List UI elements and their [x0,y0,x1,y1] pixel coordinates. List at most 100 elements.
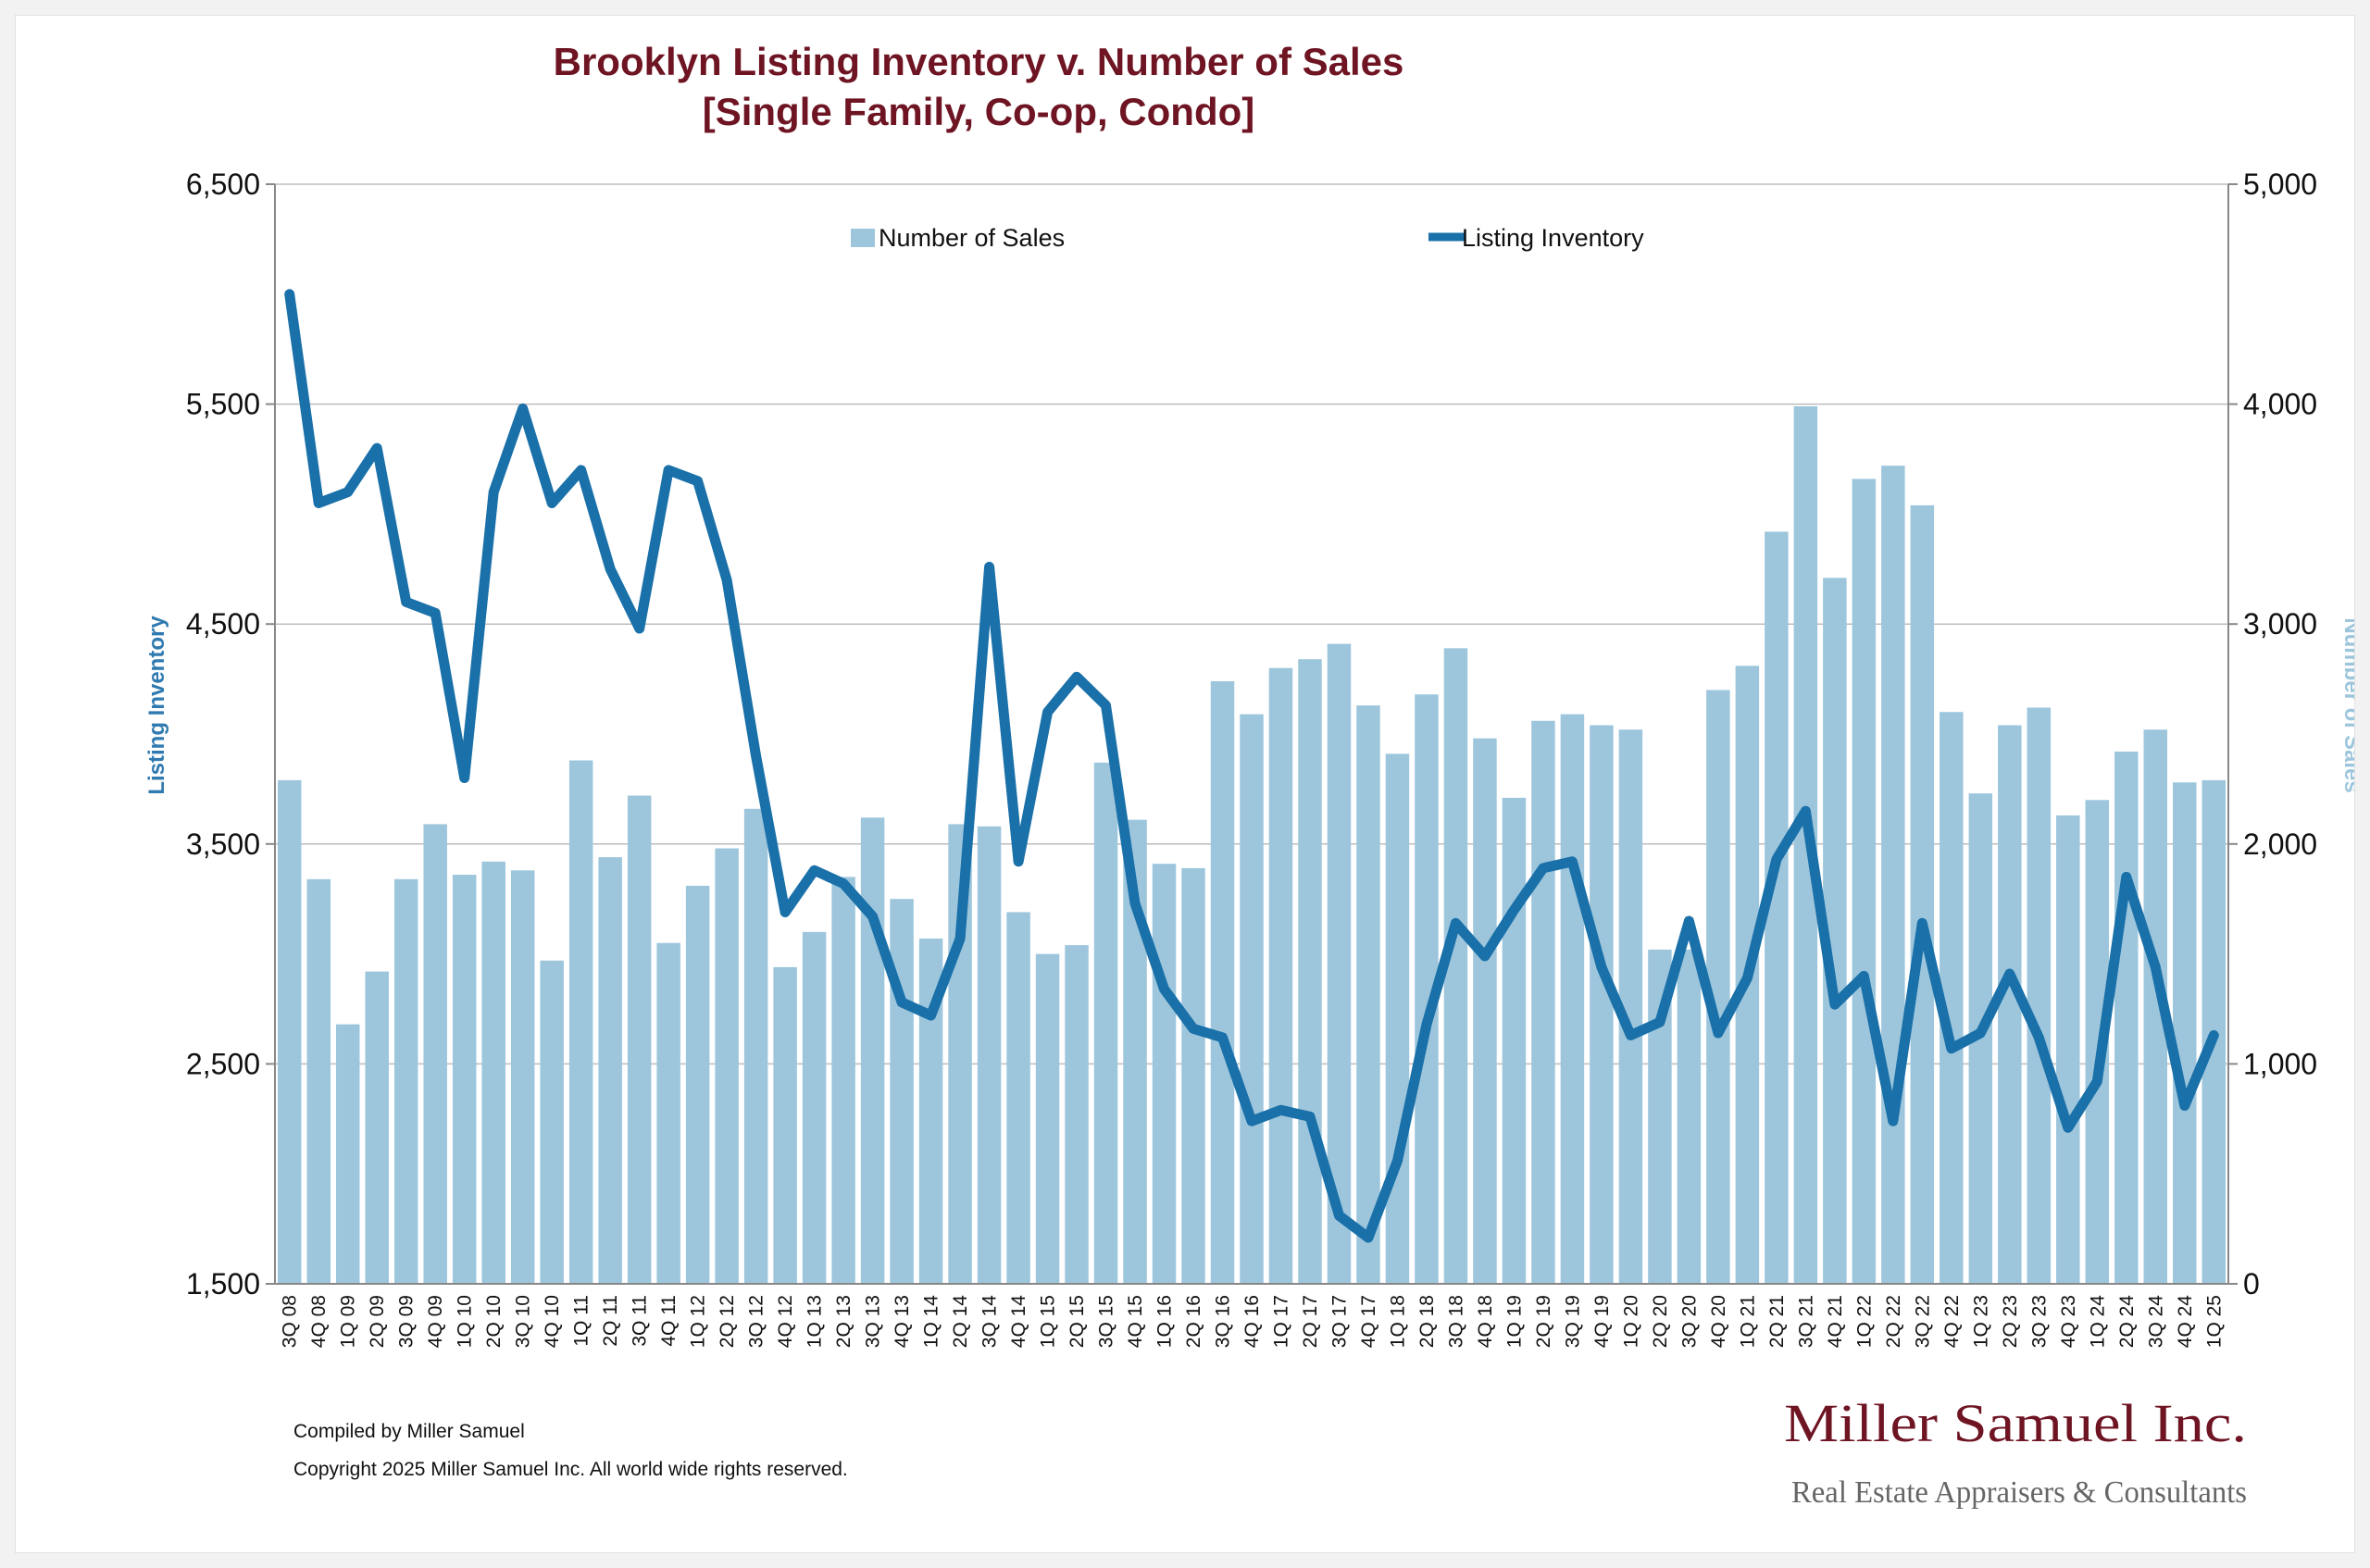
bar-4q-14 [1006,912,1030,1284]
point-4q-11 [667,469,669,471]
axes [266,183,2238,1285]
bar-1q-11 [568,760,593,1284]
point-3q-12 [755,755,757,757]
x-tick-label: 1Q 11 [571,1295,592,1347]
point-1q-23 [1979,1032,1981,1034]
bar-1q-09 [335,1024,360,1284]
x-tick-label: 4Q 16 [1241,1295,1263,1348]
point-1q-18 [1396,1160,1398,1162]
bar-3q-16 [1210,680,1235,1284]
x-tick-label: 4Q 09 [425,1295,446,1348]
bar-2q-11 [598,857,622,1284]
bar-series-number-of-sales [278,405,2226,1284]
point-4q-20 [1717,1032,1719,1034]
x-tick-label: 1Q 14 [921,1295,942,1349]
x-tick-label: 3Q 23 [2028,1295,2050,1348]
left-tick-label: 2,500 [186,1047,260,1080]
bar-2q-17 [1298,659,1322,1284]
chart-card: Brooklyn Listing Inventory v. Number of … [15,15,2355,1553]
x-tick-label: 1Q 09 [338,1295,359,1348]
point-4q-16 [1251,1120,1253,1122]
point-3q-17 [1338,1214,1340,1216]
point-4q-21 [1834,1003,1836,1005]
bar-1q-12 [685,885,710,1284]
x-tick-label: 2Q 09 [367,1295,388,1348]
point-3q-13 [872,915,874,917]
point-3q-09 [405,601,407,603]
point-3q-10 [522,407,524,409]
point-3q-16 [1222,1037,1224,1039]
point-3q-14 [989,566,991,567]
bar-3q-09 [393,878,418,1284]
right-tick-label: 0 [2243,1267,2260,1300]
x-tick-label: 3Q 10 [513,1295,534,1348]
left-tick-label: 5,500 [186,388,260,421]
point-3q-20 [1688,920,1690,922]
bar-2q-13 [831,877,855,1284]
x-tick-label: 1Q 12 [688,1295,709,1348]
point-2q-16 [1192,1027,1194,1029]
x-tick-label: 3Q 12 [746,1295,767,1348]
footer-copyright: Copyright 2025 Miller Samuel Inc. All wo… [293,1459,848,1480]
bar-1q-16 [1152,864,1177,1284]
bar-3q-08 [278,779,302,1284]
x-tick-label: 3Q 17 [1329,1295,1351,1348]
legend-label-number-of-sales: Number of Sales [879,224,1065,252]
x-tick-label: 2Q 11 [600,1295,621,1347]
x-tick-label: 1Q 23 [1970,1295,1991,1348]
x-tick-label: 1Q 20 [1620,1295,1641,1348]
point-1q-14 [930,1014,932,1016]
x-tick-label: 1Q 10 [455,1295,476,1348]
bar-4q-11 [656,942,680,1284]
point-1q-21 [1746,977,1748,979]
point-2q-22 [1892,1120,1894,1122]
x-tick-label: 1Q 19 [1503,1295,1525,1348]
legend-swatch-number-of-sales [851,229,875,247]
bar-4q-12 [773,966,797,1284]
x-axis-ticks: 3Q 08 4Q 08 1Q 09 2Q 09 3Q 09 4Q 09 1Q 10 2Q 10… [280,1295,2226,1349]
company-logo: Miller Samuel Inc. Real Estate Appraiser… [1784,1393,2247,1510]
x-tick-label: 1Q 21 [1737,1295,1758,1348]
point-4q-24 [2184,1105,2186,1107]
chart-title-line2: [Single Family, Co-op, Condo] [703,90,1255,133]
bar-3q-19 [1560,714,1585,1284]
bar-3q-15 [1093,762,1118,1284]
bar-1q-15 [1035,953,1060,1284]
bar-4q-19 [1590,725,1614,1284]
point-3q-15 [1105,704,1107,706]
x-tick-label: 4Q 24 [2175,1295,2196,1349]
x-tick-label: 4Q 17 [1358,1295,1379,1348]
x-tick-label: 3Q 20 [1678,1295,1700,1348]
left-tick-label: 6,500 [186,168,260,201]
point-3q-19 [1571,861,1573,863]
point-3q-22 [1921,922,1923,924]
point-1q-19 [1513,909,1515,911]
left-axis-title: Listing Inventory [144,616,169,795]
x-tick-label: 1Q 17 [1271,1295,1292,1348]
x-tick-label: 4Q 21 [1825,1295,1846,1348]
point-4q-18 [1484,955,1486,957]
footer-compiled: Compiled by Miller Samuel [293,1421,525,1442]
bar-1q-10 [452,875,477,1284]
point-1q-13 [814,869,816,871]
point-4q-15 [1134,902,1136,904]
right-tick-label: 3,000 [2243,607,2317,641]
x-tick-label: 2Q 24 [2116,1295,2138,1349]
x-tick-label: 3Q 11 [630,1295,651,1347]
point-1q-22 [1863,975,1865,977]
right-tick-label: 2,000 [2243,828,2317,861]
bar-3q-12 [743,808,768,1284]
bar-2q-24 [2114,752,2139,1284]
bar-4q-10 [540,960,564,1284]
x-tick-label: 3Q 22 [1912,1295,1933,1348]
logo-tagline: Real Estate Appraisers & Consultants [1791,1475,2247,1510]
bar-2q-09 [365,971,389,1284]
x-tick-label: 2Q 22 [1883,1295,1904,1348]
x-tick-label: 4Q 19 [1591,1295,1613,1348]
x-tick-label: 2Q 15 [1066,1295,1088,1348]
point-3q-21 [1804,810,1806,812]
x-tick-label: 3Q 08 [280,1295,301,1348]
x-tick-label: 1Q 15 [1038,1295,1059,1348]
x-tick-label: 4Q 13 [892,1295,913,1348]
bar-4q-18 [1473,738,1497,1284]
